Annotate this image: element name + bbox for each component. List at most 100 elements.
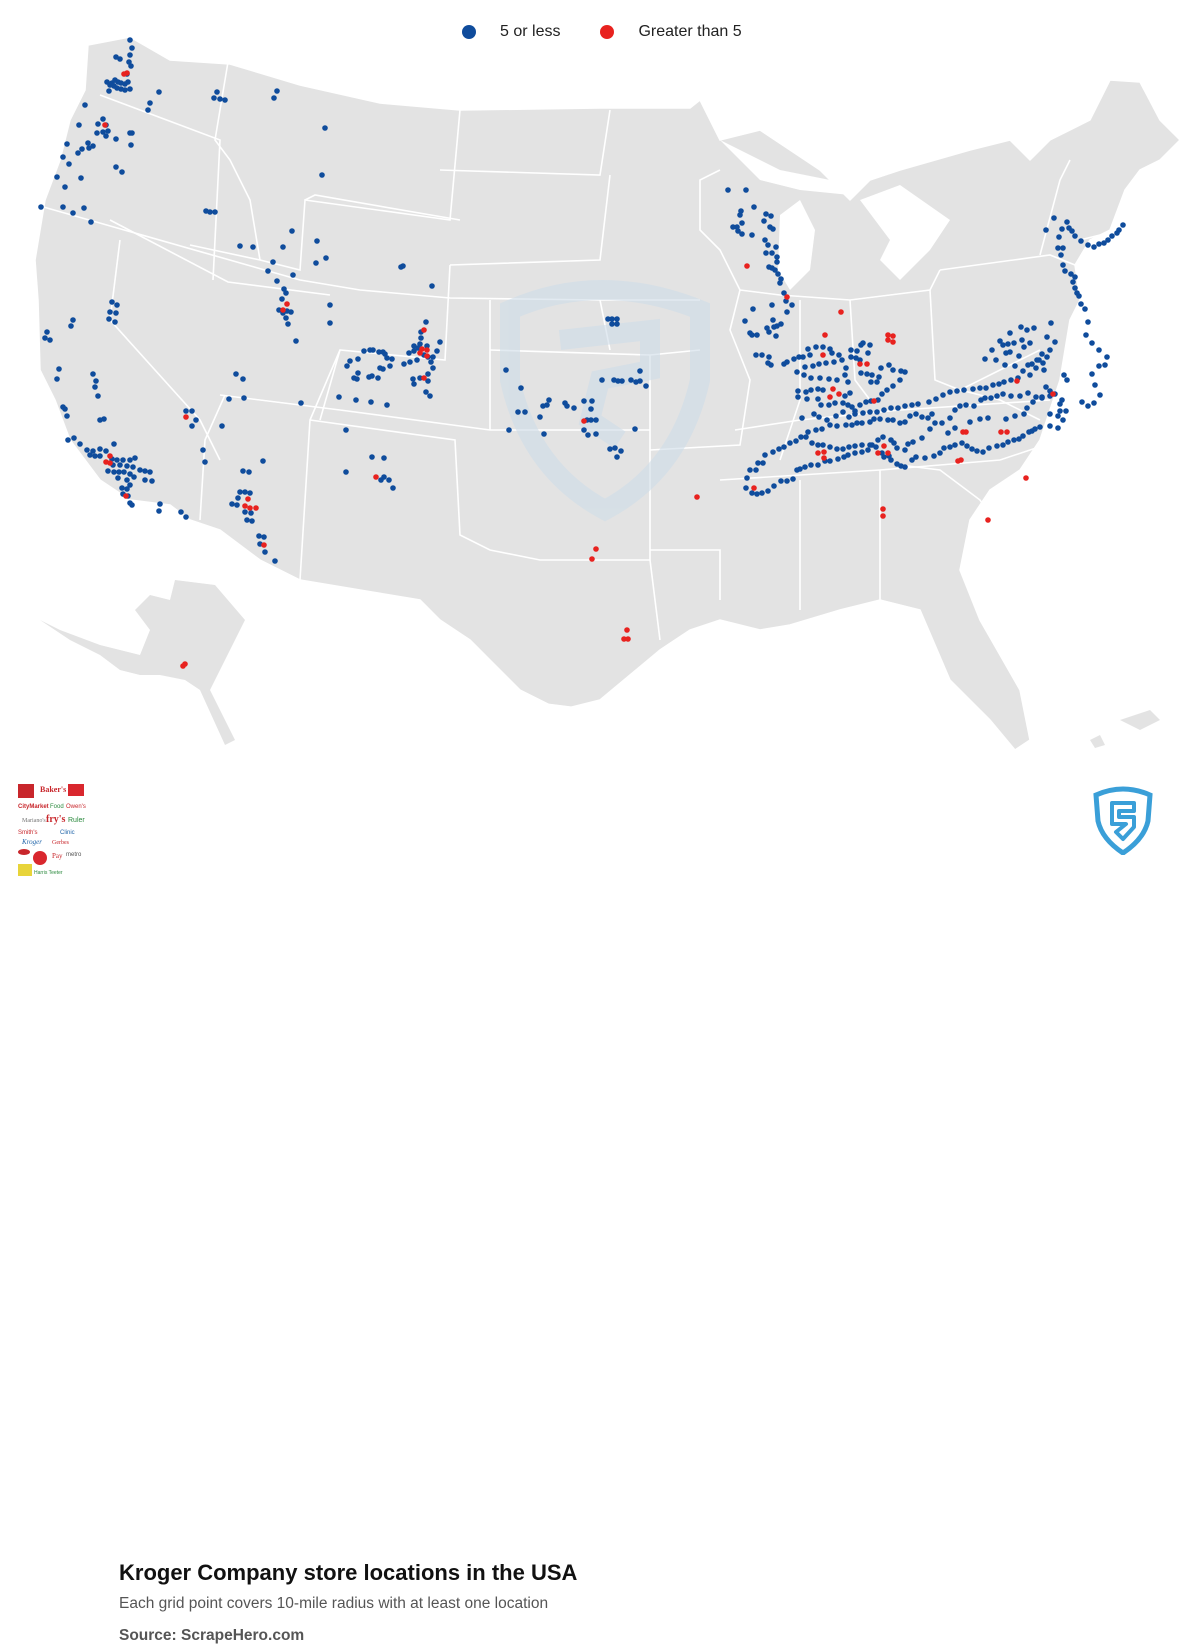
location-dot <box>827 458 833 464</box>
location-dot <box>588 417 594 423</box>
location-dot <box>1017 393 1023 399</box>
location-dot <box>754 491 760 497</box>
location-dot <box>605 316 611 322</box>
location-dot <box>800 354 806 360</box>
location-dot <box>54 376 60 382</box>
location-dot <box>902 403 908 409</box>
svg-text:CityMarket: CityMarket <box>18 804 49 810</box>
location-dot <box>766 354 772 360</box>
location-dot <box>860 410 866 416</box>
location-dot <box>815 450 821 456</box>
location-dot <box>768 213 774 219</box>
location-dot <box>1109 233 1115 239</box>
location-dot <box>599 377 605 383</box>
location-dot <box>202 459 208 465</box>
location-dot <box>541 431 547 437</box>
location-dot <box>64 413 70 419</box>
location-dot <box>871 416 877 422</box>
location-dot <box>128 142 134 148</box>
location-dot <box>124 463 130 469</box>
location-dot <box>506 427 512 433</box>
location-dot <box>62 184 68 190</box>
location-dot <box>990 382 996 388</box>
location-dot <box>319 172 325 178</box>
location-dot <box>116 469 122 475</box>
hawaii-island <box>1090 735 1105 748</box>
red-dot-icon <box>600 25 615 39</box>
location-dot <box>865 350 871 356</box>
location-dot <box>808 462 814 468</box>
svg-text:fry's: fry's <box>46 814 66 825</box>
location-dot <box>429 283 435 289</box>
location-dot <box>593 417 599 423</box>
location-dot <box>1059 397 1065 403</box>
location-dot <box>1016 353 1022 359</box>
location-dot <box>581 418 587 424</box>
location-dot <box>754 332 760 338</box>
location-dot <box>869 372 875 378</box>
location-dot <box>70 317 76 323</box>
location-dot <box>1043 384 1049 390</box>
location-dot <box>123 493 129 499</box>
location-dot <box>124 486 130 492</box>
location-dot <box>1074 290 1080 296</box>
location-dot <box>283 290 289 296</box>
location-dot <box>1069 228 1075 234</box>
location-dot <box>38 204 44 210</box>
location-dot <box>94 130 100 136</box>
location-dot <box>142 477 148 483</box>
location-dot <box>845 379 851 385</box>
location-dot <box>384 402 390 408</box>
location-dot <box>261 534 267 540</box>
location-dot <box>247 490 253 496</box>
location-dot <box>742 318 748 324</box>
location-dot <box>857 402 863 408</box>
location-dot <box>127 471 133 477</box>
svg-text:Harris Teeter: Harris Teeter <box>34 870 63 876</box>
location-dot <box>111 469 117 475</box>
location-dot <box>947 444 953 450</box>
location-dot <box>890 367 896 373</box>
location-dot <box>789 302 795 308</box>
location-dot <box>947 415 953 421</box>
location-dot <box>859 449 865 455</box>
location-dot <box>1072 233 1078 239</box>
location-dot <box>76 122 82 128</box>
location-dot <box>314 238 320 244</box>
location-dot <box>817 375 823 381</box>
location-dot <box>424 347 430 353</box>
location-dot <box>92 453 98 459</box>
location-dot <box>355 356 361 362</box>
location-dot <box>772 267 778 273</box>
location-dot <box>846 444 852 450</box>
location-dot <box>246 469 252 475</box>
location-dot <box>919 414 925 420</box>
location-dot <box>87 452 93 458</box>
location-dot <box>849 404 855 410</box>
location-dot <box>1027 372 1033 378</box>
location-dot <box>1018 324 1024 330</box>
location-dot <box>751 204 757 210</box>
location-dot <box>85 140 91 146</box>
location-dot <box>969 446 975 452</box>
location-dot <box>546 397 552 403</box>
location-dot <box>879 391 885 397</box>
location-dot <box>1055 413 1061 419</box>
location-dot <box>836 352 842 358</box>
location-dot <box>694 494 700 500</box>
location-dot <box>854 420 860 426</box>
location-dot <box>503 367 509 373</box>
location-dot <box>842 372 848 378</box>
location-dot <box>993 357 999 363</box>
location-dot <box>290 272 296 278</box>
location-dot <box>1011 340 1017 346</box>
location-dot <box>1082 306 1088 312</box>
location-dot <box>853 355 859 361</box>
location-dot <box>773 333 779 339</box>
scrapehero-shield-icon <box>1093 786 1153 855</box>
location-dot <box>1062 268 1068 274</box>
location-dot <box>107 309 113 315</box>
watermark-s-icon <box>500 280 710 522</box>
location-dot <box>913 454 919 460</box>
location-dot <box>60 154 66 160</box>
